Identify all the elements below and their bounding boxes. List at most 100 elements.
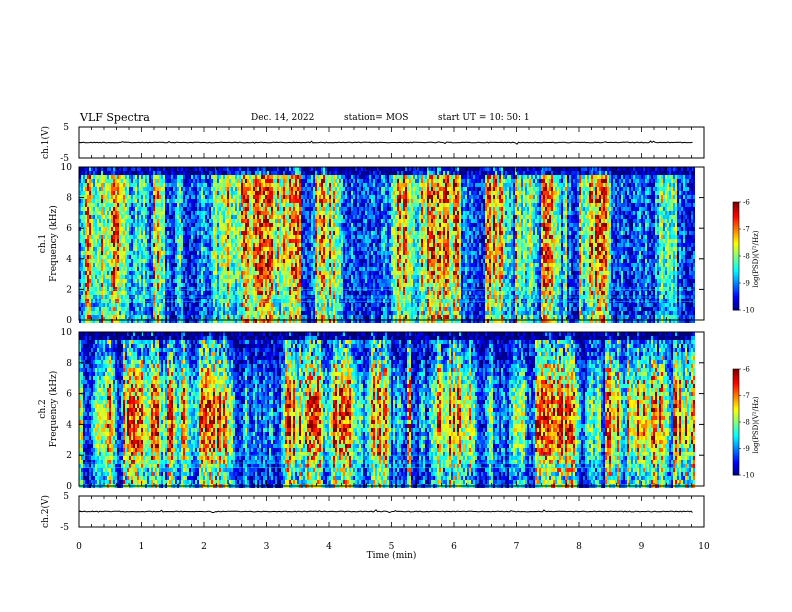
spectrogram-cell <box>267 283 269 287</box>
spectrogram-cell <box>289 199 291 203</box>
spectrogram-cell <box>81 199 83 203</box>
spectrogram-cell <box>171 167 173 171</box>
spectrogram-cell <box>299 207 301 211</box>
spectrogram-cell <box>277 275 279 279</box>
spectrogram-cell <box>239 223 241 227</box>
spectrogram-cell <box>291 183 293 187</box>
spectrogram-cell <box>211 175 213 179</box>
spectrogram-cell <box>283 275 285 279</box>
spectrogram-cell <box>321 267 323 271</box>
spectrogram-cell <box>109 203 111 207</box>
spectrogram-cell <box>93 303 95 307</box>
spectrogram-cell <box>147 279 149 283</box>
spectrogram-cell <box>249 215 251 219</box>
spectrogram-cell <box>201 251 203 255</box>
spectrogram-cell <box>231 319 233 323</box>
spectrogram-cell <box>119 235 121 239</box>
spectrogram-cell <box>131 195 133 199</box>
spectrogram-cell <box>107 255 109 259</box>
spectrogram-cell <box>121 315 123 319</box>
spectrogram-cell <box>147 267 149 271</box>
spectrogram-cell <box>207 319 209 323</box>
spectrogram-cell <box>119 239 121 243</box>
spectrogram-cell <box>295 271 297 275</box>
spectrogram-cell <box>239 259 241 263</box>
spectrogram-cell <box>123 303 125 307</box>
spectrogram-cell <box>295 203 297 207</box>
spectrogram-cell <box>297 311 299 315</box>
spectrogram-cell <box>165 271 167 275</box>
spectrogram-cell <box>83 315 85 319</box>
spectrogram-cell <box>153 235 155 239</box>
spectrogram-cell <box>85 259 87 263</box>
spectrogram-cell <box>263 299 265 303</box>
spectrogram-cell <box>293 215 295 219</box>
spectrogram-cell <box>115 187 117 191</box>
spectrogram-cell <box>219 275 221 279</box>
spectrogram-cell <box>265 303 267 307</box>
spectrogram-cell <box>249 287 251 291</box>
spectrogram-cell <box>227 195 229 199</box>
spectrogram-cell <box>237 167 239 171</box>
spectrogram-cell <box>149 275 151 279</box>
spectrogram-cell <box>231 239 233 243</box>
spectrogram-cell <box>225 299 227 303</box>
spectrogram-cell <box>117 231 119 235</box>
spectrogram-cell <box>123 243 125 247</box>
spectrogram-cell <box>255 267 257 271</box>
spectrogram-cell <box>281 227 283 231</box>
spectrogram-cell <box>291 271 293 275</box>
spectrogram-cell <box>285 167 287 171</box>
spectrogram-cell <box>103 239 105 243</box>
spectrogram-cell <box>203 279 205 283</box>
spectrogram-cell <box>281 199 283 203</box>
spectrogram-cell <box>155 183 157 187</box>
spectrogram-cell <box>267 255 269 259</box>
spectrogram-cell <box>175 207 177 211</box>
spectrogram-cell <box>209 251 211 255</box>
spectrogram-cell <box>247 275 249 279</box>
spectrogram-cell <box>173 251 175 255</box>
spectrogram-cell <box>141 263 143 267</box>
spectrogram-cell <box>175 223 177 227</box>
spectrogram-cell <box>91 215 93 219</box>
spectrogram-cell <box>145 219 147 223</box>
spectrogram-cell <box>193 307 195 311</box>
spectrogram-cell <box>209 167 211 171</box>
spectrogram-cell <box>281 255 283 259</box>
spectrogram-cell <box>283 219 285 223</box>
spectrogram-cell <box>173 227 175 231</box>
spectrogram-cell <box>103 231 105 235</box>
spectrogram-cell <box>227 255 229 259</box>
spectrogram-cell <box>163 219 165 223</box>
spectrogram-cell <box>85 287 87 291</box>
spectrogram-cell <box>231 299 233 303</box>
spectrogram-cell <box>91 291 93 295</box>
spectrogram-cell <box>213 311 215 315</box>
spectrogram-cell <box>247 299 249 303</box>
spectrogram-cell <box>315 271 317 275</box>
spectrogram-cell <box>173 247 175 251</box>
spectrogram-cell <box>203 235 205 239</box>
spectrogram-cell <box>275 167 277 171</box>
spectrogram-cell <box>113 267 115 271</box>
spectrogram-cell <box>249 175 251 179</box>
spectrogram-cell <box>137 311 139 315</box>
spectrogram-cell <box>181 291 183 295</box>
spectrogram-cell <box>89 203 91 207</box>
spectrogram-cell <box>323 187 325 191</box>
spectrogram-cell <box>307 203 309 207</box>
spectrogram-cell <box>207 303 209 307</box>
spectrogram-cell <box>159 171 161 175</box>
spectrogram-cell <box>137 219 139 223</box>
spectrogram-cell <box>163 199 165 203</box>
spectrogram-cell <box>203 319 205 323</box>
spectrogram-cell <box>121 179 123 183</box>
spectrogram-cell <box>263 219 265 223</box>
spectrogram-cell <box>255 243 257 247</box>
spectrogram-cell <box>179 243 181 247</box>
spectrogram-cell <box>245 191 247 195</box>
spectrogram-cell <box>237 251 239 255</box>
spectrogram-cell <box>225 203 227 207</box>
spectrogram-cell <box>225 195 227 199</box>
